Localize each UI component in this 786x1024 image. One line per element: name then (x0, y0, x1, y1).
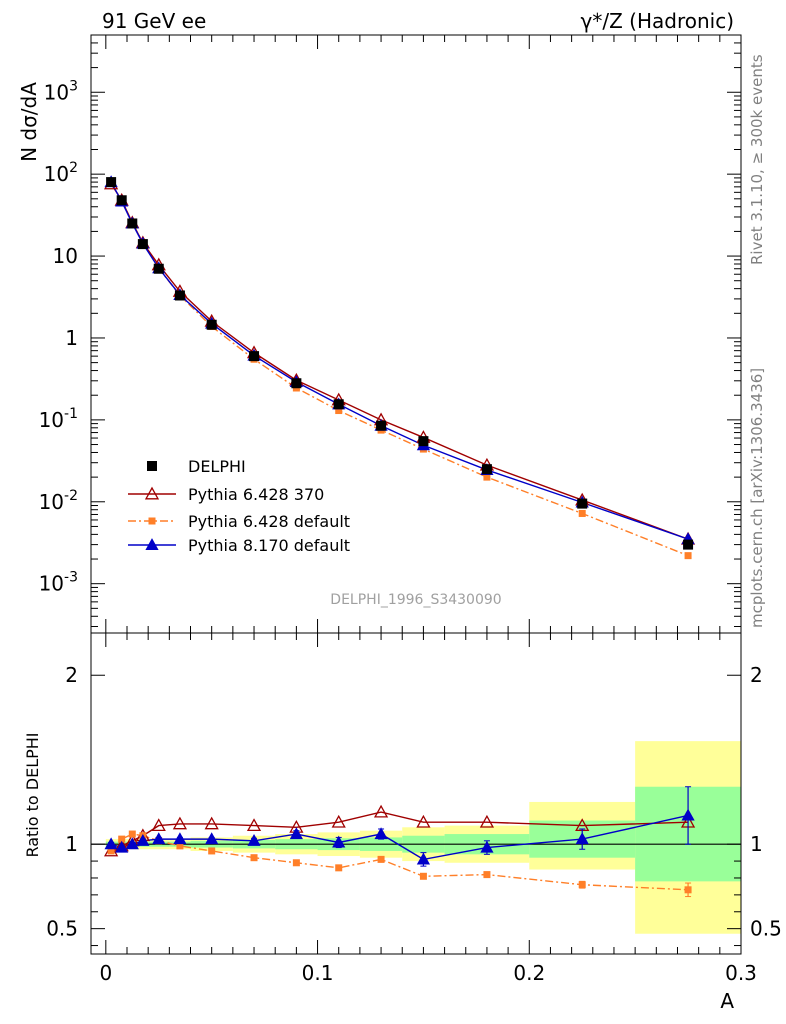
p6-default-point (578, 509, 586, 517)
data-point (116, 195, 127, 206)
ratio-p8-default-point (247, 833, 261, 846)
ratio-p8-default-point (173, 832, 187, 845)
legend-marker-p8-default (145, 538, 159, 551)
x-tick-label: 0.3 (725, 961, 757, 985)
data-point (206, 319, 217, 330)
ratio-p6-default-point (208, 847, 216, 855)
y-tick-label: 2 (65, 663, 78, 687)
y-tick-label-right: 2 (750, 663, 763, 687)
ratio-p8-default-point (332, 835, 346, 848)
legend-label: Pythia 6.428 default (188, 512, 350, 531)
y-tick-label-right: 1 (750, 832, 763, 856)
ratio-p8-default-point (681, 808, 695, 821)
data-point (249, 351, 260, 362)
ratio-p8-default-point (152, 832, 166, 845)
data-point (418, 436, 429, 447)
ratio-p8-default-point (416, 852, 431, 865)
ratio-p6-370-point (246, 818, 262, 832)
y-tick-label: 0.5 (46, 917, 78, 941)
y-tick-label: 1 (65, 832, 78, 856)
main-ylabel: N dσ/dA (17, 82, 41, 162)
data-point (291, 378, 302, 389)
ratio-p6-default-point (292, 859, 300, 867)
ratio-frame (90, 632, 742, 955)
ratio-p6-370-point (479, 814, 495, 828)
ratio-p6-370-point (373, 804, 389, 818)
p6-default-point (684, 552, 692, 560)
data-point (333, 399, 344, 410)
header-left: 91 GeV ee (102, 9, 206, 33)
ratio-p8-default-point (115, 840, 129, 853)
data-point (376, 420, 387, 431)
data-point (137, 239, 148, 250)
ratio-p6-default-point (684, 886, 692, 894)
ratio-p6-default-point (118, 835, 126, 843)
main-panel: 10-3 10-2 10-1 1 10 102 103 (39, 34, 742, 634)
analysis-watermark: DELPHI_1996_S3430090 (330, 592, 501, 608)
ratio-p6-370-point (151, 818, 166, 832)
ratio-ylabel: Ratio to DELPHI (23, 732, 42, 857)
side-text-top: Rivet 3.1.10, ≥ 300k events (748, 54, 766, 265)
ratio-p8-default-point (480, 840, 494, 853)
data-point (106, 177, 117, 188)
x-tick-label: 0 (99, 961, 112, 985)
ratio-p6-default-point (335, 864, 343, 872)
ratio-line-p6_370 (110, 811, 689, 852)
side-text-bottom: mcplots.cern.ch [arXiv:1306.3436] (748, 368, 766, 628)
ratio-p6-default-point (128, 830, 136, 838)
y-tick-label: 103 (44, 78, 78, 104)
ratio-p6-default-point (578, 881, 586, 889)
legend-marker-delphi (147, 461, 157, 471)
legend: DELPHI Pythia 6.428 370 Pythia 6.428 defau… (128, 457, 350, 555)
data-point (481, 464, 492, 475)
legend-marker-p6-370 (144, 486, 160, 500)
x-tick-label: 0.2 (513, 961, 545, 985)
ratio-p8-default-point (374, 827, 388, 840)
ratio-p6-370-point (416, 814, 431, 828)
ratio-p6-default-point (107, 847, 115, 855)
y-tick-label: 10-3 (39, 570, 78, 596)
ratio-p8-default-point (575, 832, 589, 845)
ratio-panel: 0.5 0.5 1 1 2 2 0 0.1 0.2 0.3 (46, 632, 782, 985)
p6-default-point (483, 473, 491, 481)
y-tick-label: 10-1 (39, 406, 78, 432)
ratio-p8-default-point (289, 827, 303, 840)
data-point (153, 263, 164, 274)
ratio-p6-default-point (483, 871, 491, 879)
ratio-p6-default-point (250, 854, 258, 862)
data-point (127, 218, 138, 229)
ratio-p8-default-point (104, 837, 118, 850)
y-tick-label: 1 (65, 326, 78, 350)
legend-marker-p6-default (148, 517, 156, 525)
y-tick-label: 10-2 (39, 488, 78, 514)
x-axis-label: A (720, 989, 734, 1013)
legend-label: Pythia 8.170 default (188, 536, 350, 555)
y-tick-label: 102 (44, 160, 78, 186)
ratio-p6-370-point (204, 816, 219, 830)
ratio-p6-370-point (172, 816, 188, 830)
data-point (174, 290, 185, 301)
legend-label: DELPHI (188, 457, 246, 476)
ratio-p6-370-point (331, 814, 346, 828)
y-tick-label-right: 0.5 (750, 917, 782, 941)
data-point (683, 539, 694, 550)
data-point (577, 498, 588, 509)
x-tick-label: 0.1 (302, 961, 334, 985)
ratio-p6-default-point (377, 855, 385, 863)
header-right: γ*/Z (Hadronic) (581, 9, 734, 33)
legend-label: Pythia 6.428 370 (188, 485, 324, 504)
p6-default-point (335, 407, 343, 415)
ratio-p8-default-point (125, 837, 139, 850)
ratio-p8-default-point (205, 832, 219, 845)
y-tick-label: 10 (53, 244, 78, 268)
ratio-p6-default-point (419, 872, 427, 880)
ratio-p8-default-point (136, 833, 150, 846)
ratio-p6-default-point (176, 842, 184, 850)
